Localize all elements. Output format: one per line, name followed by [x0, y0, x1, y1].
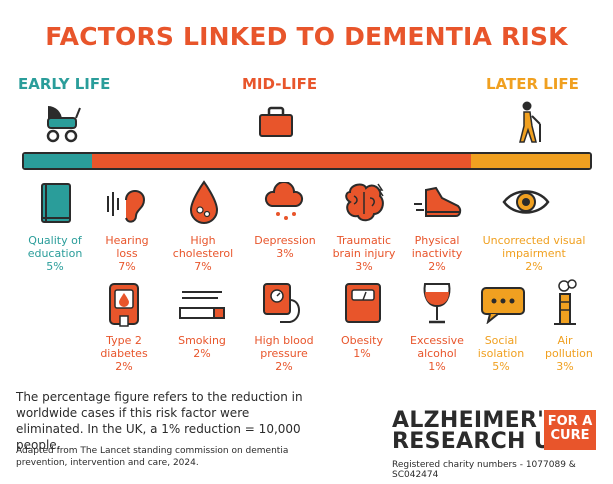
- factor-depression: Depression 3%: [244, 234, 326, 260]
- factor-high-cholesterol: High cholesterol 7%: [164, 234, 242, 273]
- speech-bubble-icon: [481, 287, 525, 324]
- stage-label-later-life: LATER LIFE: [486, 75, 579, 93]
- factor-percentage: 5%: [492, 360, 510, 373]
- scale-icon: [345, 283, 381, 323]
- factor-percentage: 7%: [118, 260, 136, 273]
- factor-name: High cholesterol: [172, 234, 234, 260]
- rain-cloud-icon: [264, 182, 304, 220]
- stage-label-mid-life: MID-LIFE: [242, 75, 318, 93]
- factor-percentage: 3%: [355, 260, 373, 273]
- factor-social-isolation: Social isolation 5%: [470, 334, 532, 373]
- blood-pressure-icon: [263, 283, 300, 323]
- timeline-segment-mid: [91, 154, 472, 168]
- cigarette-icon: [179, 291, 225, 319]
- factor-percentage: 3%: [276, 247, 294, 260]
- for-a-cure-logo: FOR A CURE: [544, 410, 596, 450]
- factor-name: Traumatic brain injury: [332, 234, 396, 260]
- factor-name: Physical inactivity: [411, 234, 463, 260]
- factor-percentage: 1%: [428, 360, 446, 373]
- timeline-segment-early: [24, 154, 92, 168]
- factor-name: Air pollution: [545, 334, 593, 360]
- factor-name: Social isolation: [477, 334, 525, 360]
- factor-smoking: Smoking 2%: [166, 334, 238, 360]
- factor-name: Obesity: [340, 334, 384, 347]
- wine-glass-icon: [423, 283, 451, 324]
- factor-percentage: 1%: [353, 347, 371, 360]
- factor-quality-of-education: Quality of education 5%: [14, 234, 96, 273]
- source-citation: Adapted from The Lancet standing commiss…: [16, 446, 289, 468]
- factor-percentage: 7%: [194, 260, 212, 273]
- factor-air-pollution: Air pollution 3%: [538, 334, 593, 373]
- factor-name: Hearing loss: [105, 234, 149, 260]
- eye-icon: [502, 190, 550, 214]
- life-stage-timeline: [22, 152, 592, 170]
- factor-percentage: 2%: [525, 260, 543, 273]
- factor-uncorrected-visual-impairment: Uncorrected visual impairment 2%: [472, 234, 596, 273]
- factor-name: Depression: [254, 234, 316, 247]
- factor-name: Quality of education: [27, 234, 83, 260]
- factor-percentage: 2%: [193, 347, 211, 360]
- timeline-segment-late: [471, 154, 590, 168]
- factor-percentage: 2%: [115, 360, 133, 373]
- brand-name-line2: RESEARCH UK: [392, 429, 570, 454]
- factor-percentage: 5%: [46, 260, 64, 273]
- page-title: FACTORS LINKED TO DEMENTIA RISK: [45, 22, 568, 51]
- factor-name: Smoking: [178, 334, 226, 347]
- factory-icon: [554, 279, 577, 325]
- glucose-meter-icon: [109, 283, 139, 327]
- brain-icon: [345, 183, 384, 222]
- factor-type-2-diabetes: Type 2 diabetes 2%: [94, 334, 154, 373]
- factor-physical-inactivity: Physical inactivity 2%: [402, 234, 472, 273]
- walking-elderly-person-icon: [519, 101, 541, 143]
- stage-label-early-life: EARLY LIFE: [18, 75, 111, 93]
- cure-line1: FOR A: [547, 414, 593, 429]
- factor-traumatic-brain-injury: Traumatic brain injury 3%: [326, 234, 402, 273]
- factor-high-blood-pressure: High blood pressure 2%: [244, 334, 324, 373]
- factor-name: High blood pressure: [254, 334, 314, 360]
- factor-percentage: 2%: [275, 360, 293, 373]
- factor-obesity: Obesity 1%: [330, 334, 394, 360]
- pram-icon: [46, 106, 81, 143]
- percentage-footnote: The percentage figure refers to the redu…: [16, 390, 303, 452]
- cure-line2: CURE: [550, 428, 590, 443]
- factor-excessive-alcohol: Excessive alcohol 1%: [402, 334, 472, 373]
- factor-hearing-loss: Hearing loss 7%: [92, 234, 162, 273]
- shoe-icon: [414, 186, 462, 217]
- factor-name: Excessive alcohol: [410, 334, 464, 360]
- book-icon: [41, 183, 71, 223]
- factor-name: Uncorrected visual impairment: [482, 234, 586, 260]
- factor-percentage: 3%: [556, 360, 574, 373]
- ear-icon: [107, 190, 146, 223]
- briefcase-icon: [259, 106, 293, 137]
- charity-numbers: Registered charity numbers - 1077089 & S…: [392, 460, 576, 480]
- brand-name-line1: ALZHEIMER'S: [392, 408, 561, 433]
- blood-drop-icon: [189, 180, 219, 224]
- factor-percentage: 2%: [428, 260, 446, 273]
- factor-name: Type 2 diabetes: [100, 334, 148, 360]
